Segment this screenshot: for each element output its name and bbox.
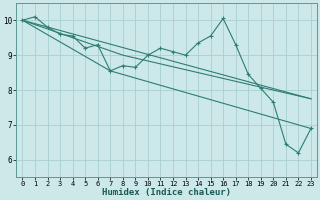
X-axis label: Humidex (Indice chaleur): Humidex (Indice chaleur)	[102, 188, 231, 197]
